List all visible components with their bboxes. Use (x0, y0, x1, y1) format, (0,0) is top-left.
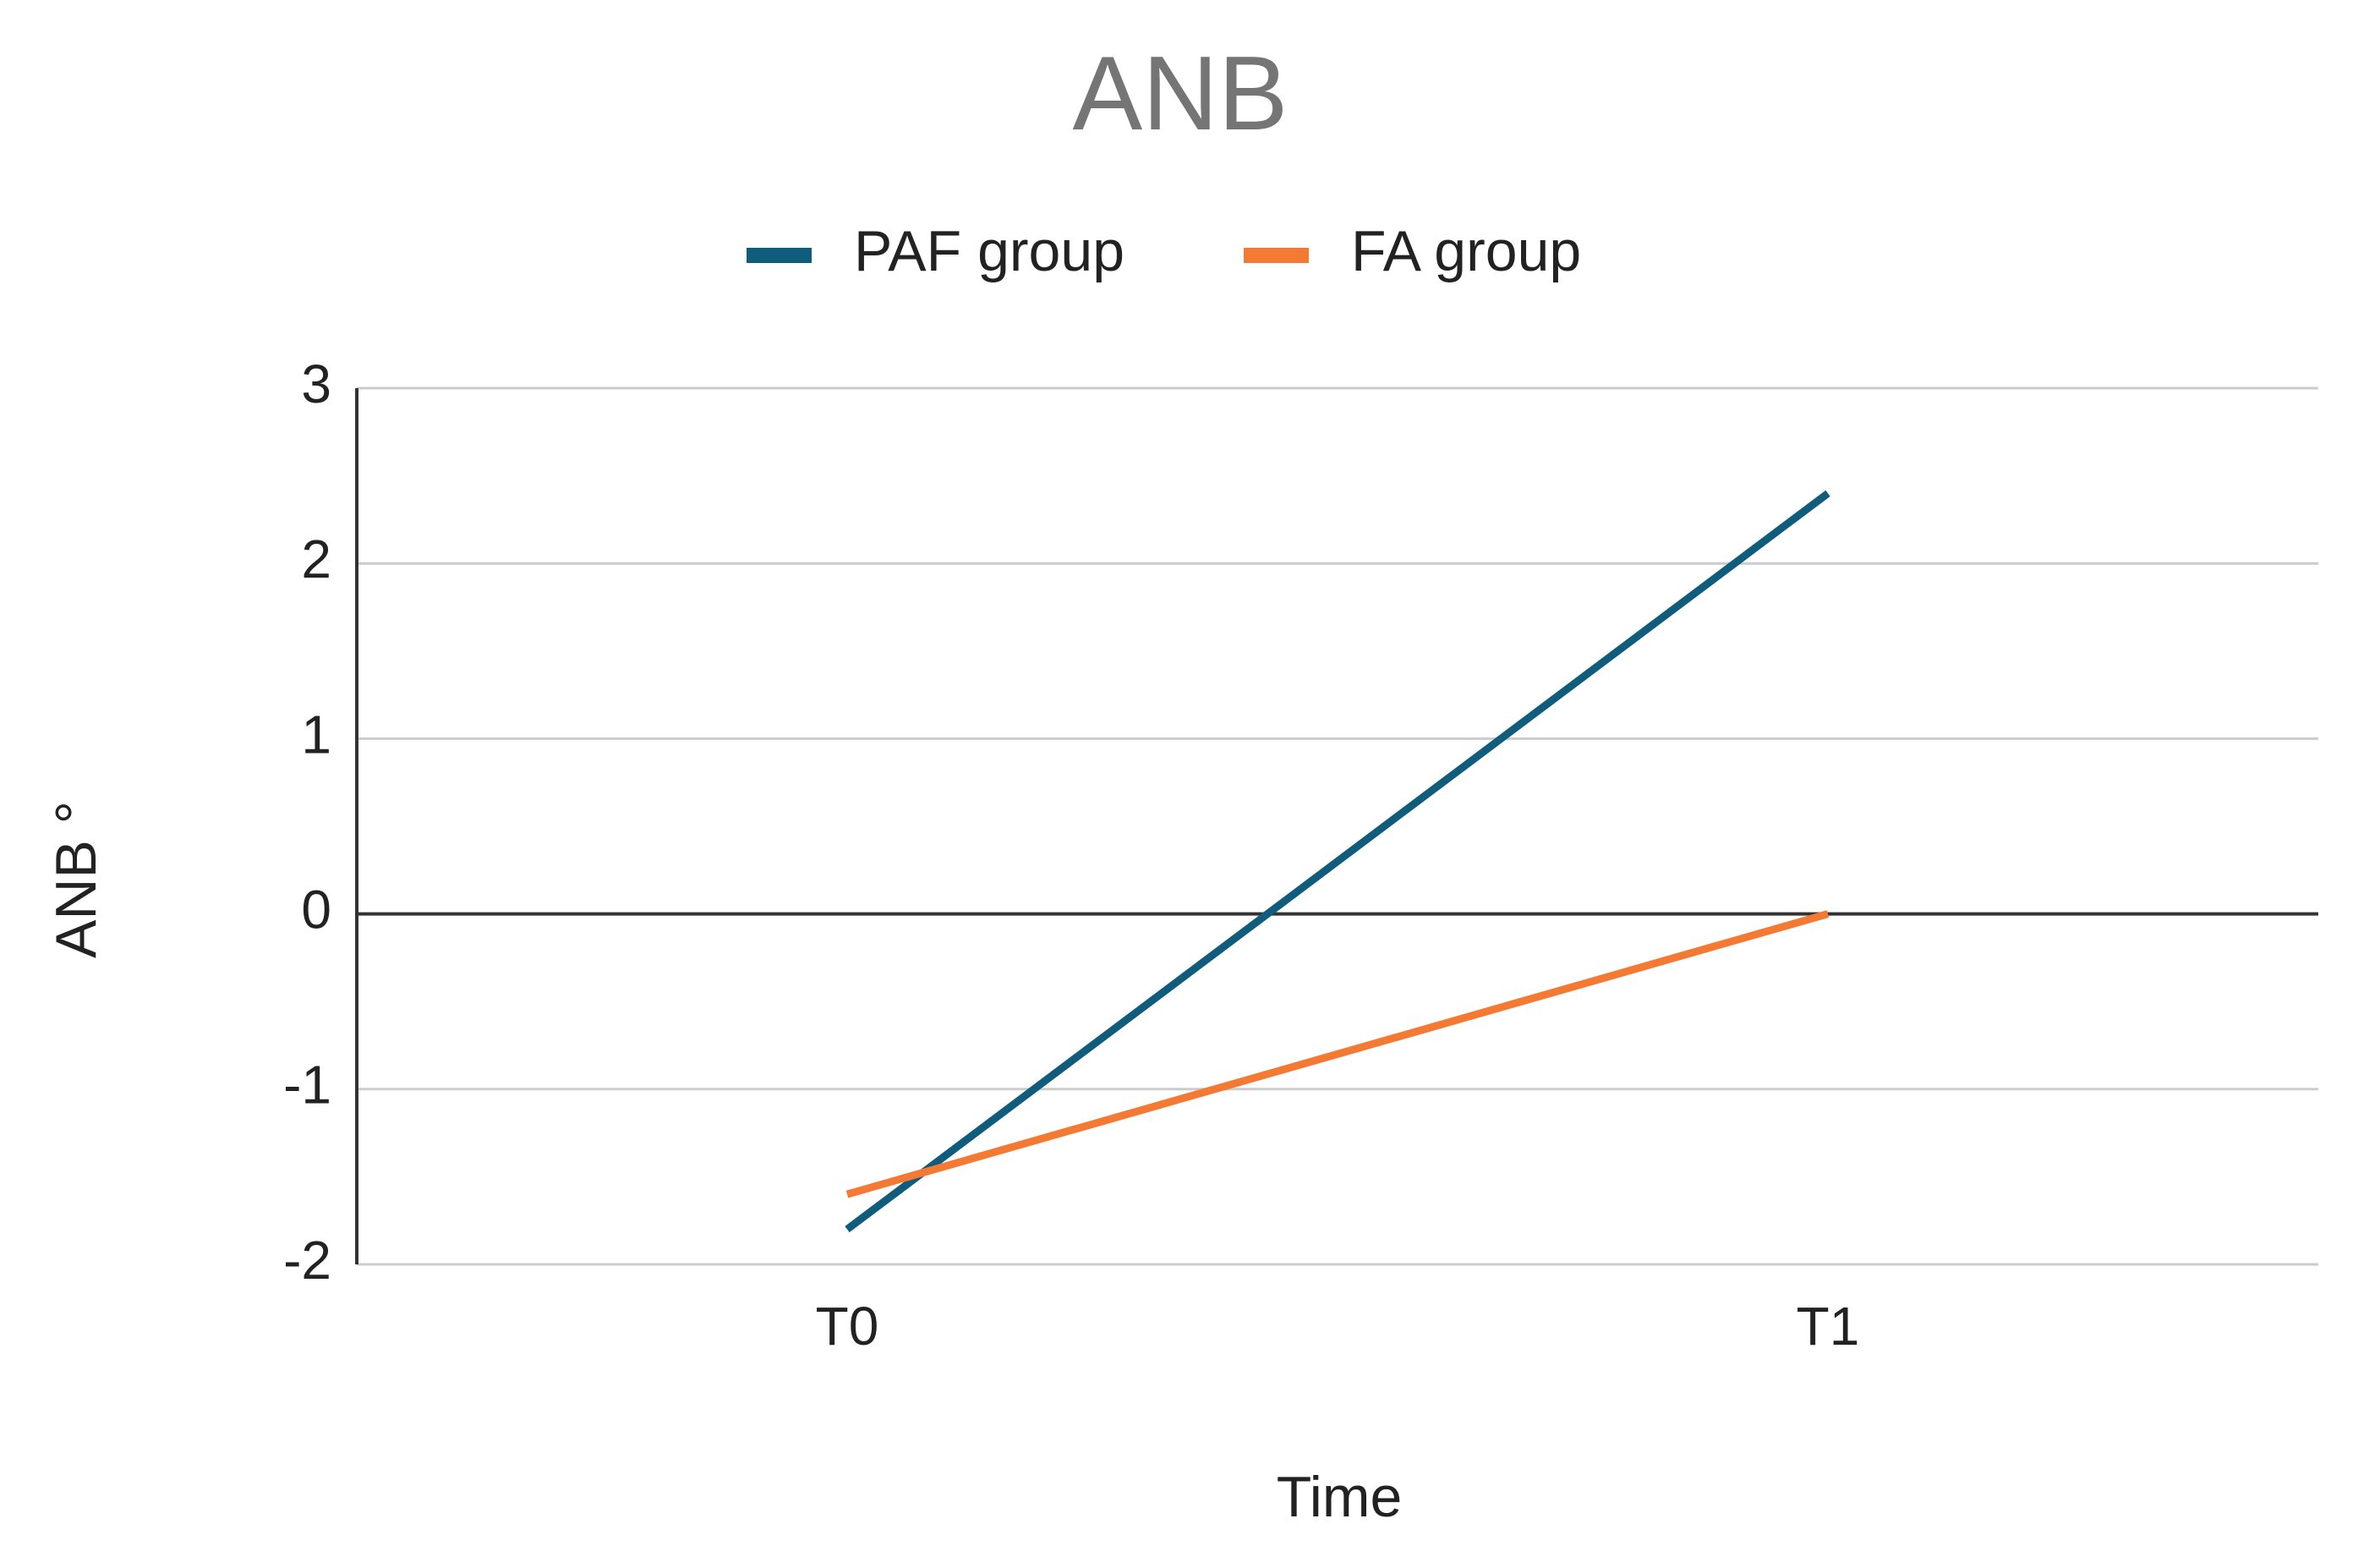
legend-swatch (747, 248, 812, 263)
y-tick-label: 3 (301, 354, 331, 414)
x-tick-label: T1 (1797, 1296, 1860, 1357)
y-axis-label: ANB ° (44, 801, 108, 958)
series-line (845, 910, 1830, 1198)
series-line (845, 490, 1830, 1233)
y-tick-label: -2 (283, 1230, 331, 1291)
chart-title: ANB (1073, 36, 1288, 152)
x-axis-label: Time (1277, 1465, 1403, 1529)
legend-swatch (1244, 248, 1309, 263)
y-tick-label: 2 (301, 529, 331, 589)
x-tick-label: T0 (816, 1296, 879, 1357)
legend-label: FA group (1351, 219, 1581, 283)
legend-label: PAF group (854, 219, 1124, 283)
y-tick-label: 0 (301, 880, 331, 940)
y-tick-label: -1 (283, 1055, 331, 1116)
y-tick-label: 1 (301, 704, 331, 765)
